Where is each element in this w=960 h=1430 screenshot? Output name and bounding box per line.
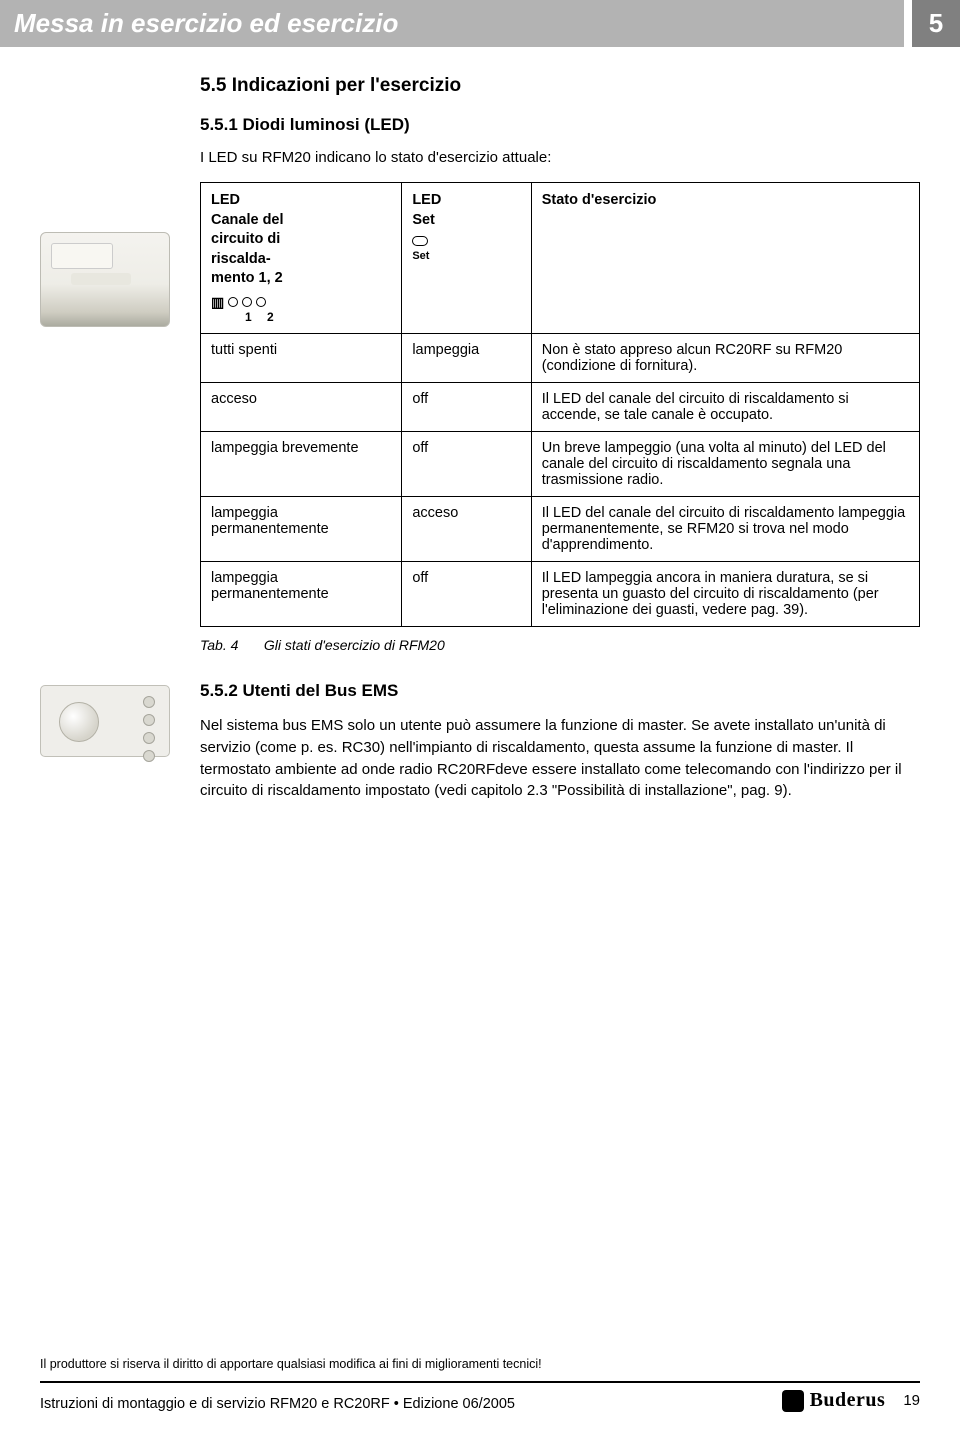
col3-header: Stato d'esercizio: [542, 191, 909, 211]
cell-led-set: acceso: [402, 497, 531, 562]
table-row: lampeggia permanentemente off Il LED lam…: [201, 562, 920, 627]
controller-button-icon: [143, 714, 155, 726]
col1-header-line: riscalda-: [211, 250, 391, 270]
col1-header-line: circuito di: [211, 230, 391, 250]
cell-state: Il LED lampeggia ancora in maniera durat…: [531, 562, 919, 627]
cell-led-set: off: [402, 562, 531, 627]
cell-led-set: off: [402, 432, 531, 497]
rc-controller-image: [40, 685, 170, 757]
led-circle-icon: [256, 297, 266, 307]
footer-doc-title: Istruzioni di montaggio e di servizio RF…: [40, 1396, 515, 1412]
cell-state: Il LED del canale del circuito di riscal…: [531, 383, 919, 432]
page-footer: Il produttore si riserva il diritto di a…: [0, 1357, 960, 1430]
cell-led-channel: lampeggia permanentemente: [201, 497, 402, 562]
rfm20-device-image: [40, 232, 170, 327]
page-number: 19: [903, 1392, 920, 1409]
col2-set-label: Set: [412, 249, 520, 264]
led-circle-icon: [242, 297, 252, 307]
brand-logo-icon: [782, 1390, 804, 1412]
cell-led-channel: lampeggia permanentemente: [201, 562, 402, 627]
footer-note: Il produttore si riserva il diritto di a…: [40, 1357, 920, 1371]
controller-button-icon: [143, 732, 155, 744]
cell-led-set: off: [402, 383, 531, 432]
page-header: Messa in esercizio ed esercizio 5: [0, 0, 960, 47]
brand-name: Buderus: [810, 1389, 886, 1412]
cell-led-channel: tutti spenti: [201, 334, 402, 383]
led-oval-icon: [412, 236, 428, 246]
heating-channel-icon-row: ▥: [211, 295, 391, 309]
cell-led-channel: lampeggia brevemente: [201, 432, 402, 497]
controller-button-icons: [143, 696, 155, 762]
radiator-icon: ▥: [211, 295, 224, 309]
table-row: acceso off Il LED del canale del circuit…: [201, 383, 920, 432]
page-title: Messa in esercizio ed esercizio: [14, 8, 890, 39]
chapter-number-badge: 5: [912, 0, 960, 47]
col1-header-line: LED: [211, 191, 391, 211]
cell-led-set: lampeggia: [402, 334, 531, 383]
col2-header-line: LED: [412, 191, 520, 211]
col2-header-line: Set: [412, 211, 520, 231]
controller-button-icon: [143, 696, 155, 708]
led-states-table: LED Canale del circuito di riscalda- men…: [200, 182, 920, 627]
col1-header-line: Canale del: [211, 211, 391, 231]
subsection-intro: I LED su RFM20 indicano lo stato d'eserc…: [200, 149, 920, 166]
cell-state: Non è stato appreso alcun RC20RF su RFM2…: [531, 334, 919, 383]
table-caption: Tab. 4 Gli stati d'esercizio di RFM20: [200, 637, 920, 653]
set-led-icon-row: [412, 236, 520, 246]
table-row: lampeggia permanentemente acceso Il LED …: [201, 497, 920, 562]
section-heading: 5.5 Indicazioni per l'esercizio: [200, 75, 920, 97]
table-row: lampeggia brevemente off Un breve lampeg…: [201, 432, 920, 497]
cell-state: Il LED del canale del circuito di riscal…: [531, 497, 919, 562]
controller-button-icon: [143, 750, 155, 762]
col1-header-line: mento 1, 2: [211, 269, 391, 289]
cell-state: Un breve lampeggio (una volta al minuto)…: [531, 432, 919, 497]
col1-header-nums: 1 2: [245, 309, 391, 325]
table-row: tutti spenti lampeggia Non è stato appre…: [201, 334, 920, 383]
subsection-heading-551: 5.5.1 Diodi luminosi (LED): [200, 115, 920, 135]
cell-led-channel: acceso: [201, 383, 402, 432]
subsection-552-paragraph: Nel sistema bus EMS solo un utente può a…: [200, 715, 920, 802]
led-circle-icon: [228, 297, 238, 307]
title-bar: Messa in esercizio ed esercizio: [0, 0, 904, 47]
table-caption-text: Gli stati d'esercizio di RFM20: [264, 637, 445, 653]
subsection-heading-552: 5.5.2 Utenti del Bus EMS: [200, 681, 920, 701]
table-caption-number: Tab. 4: [200, 637, 260, 653]
